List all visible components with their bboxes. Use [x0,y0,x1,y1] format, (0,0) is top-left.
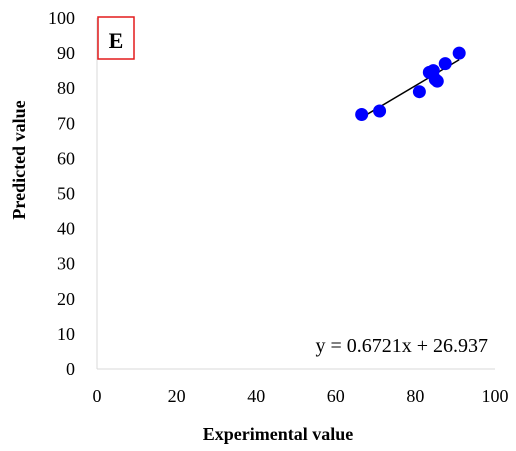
y-tick-label: 0 [66,359,75,379]
data-point [412,85,426,99]
data-point [355,108,369,122]
panel-label-frame [97,16,135,60]
y-axis-title: Predicted value [9,100,29,219]
y-tick-label: 40 [57,219,75,239]
y-tick-label: 70 [57,113,75,133]
data-point [438,57,452,71]
y-tick-label: 60 [57,148,75,168]
panel-label: E [109,28,124,53]
y-tick-label: 30 [57,254,75,274]
y-tick-label: 90 [57,43,75,63]
x-tick-label: 100 [482,386,509,406]
trendline-equation: y = 0.6721x + 26.937 [315,335,488,357]
x-tick-label: 40 [247,386,265,406]
x-tick-label: 60 [327,386,345,406]
x-axis-title: Experimental value [203,424,354,444]
data-point [430,74,444,88]
x-tick-labels: 0 20 40 60 80 100 [93,386,509,406]
y-tick-label: 50 [57,184,75,204]
data-point [373,104,387,118]
y-tick-label: 20 [57,289,75,309]
data-points [355,46,466,122]
x-tick-label: 80 [406,386,424,406]
x-tick-label: 20 [168,386,186,406]
x-tick-label: 0 [93,386,102,406]
axes [96,18,495,370]
y-tick-labels: 0 10 20 30 40 50 60 70 80 90 100 [48,8,75,379]
y-tick-label: 80 [57,78,75,98]
y-tick-label: 10 [57,324,75,344]
y-tick-label: 100 [48,8,75,28]
data-point [452,46,466,60]
panel-label-box: E [97,16,135,60]
